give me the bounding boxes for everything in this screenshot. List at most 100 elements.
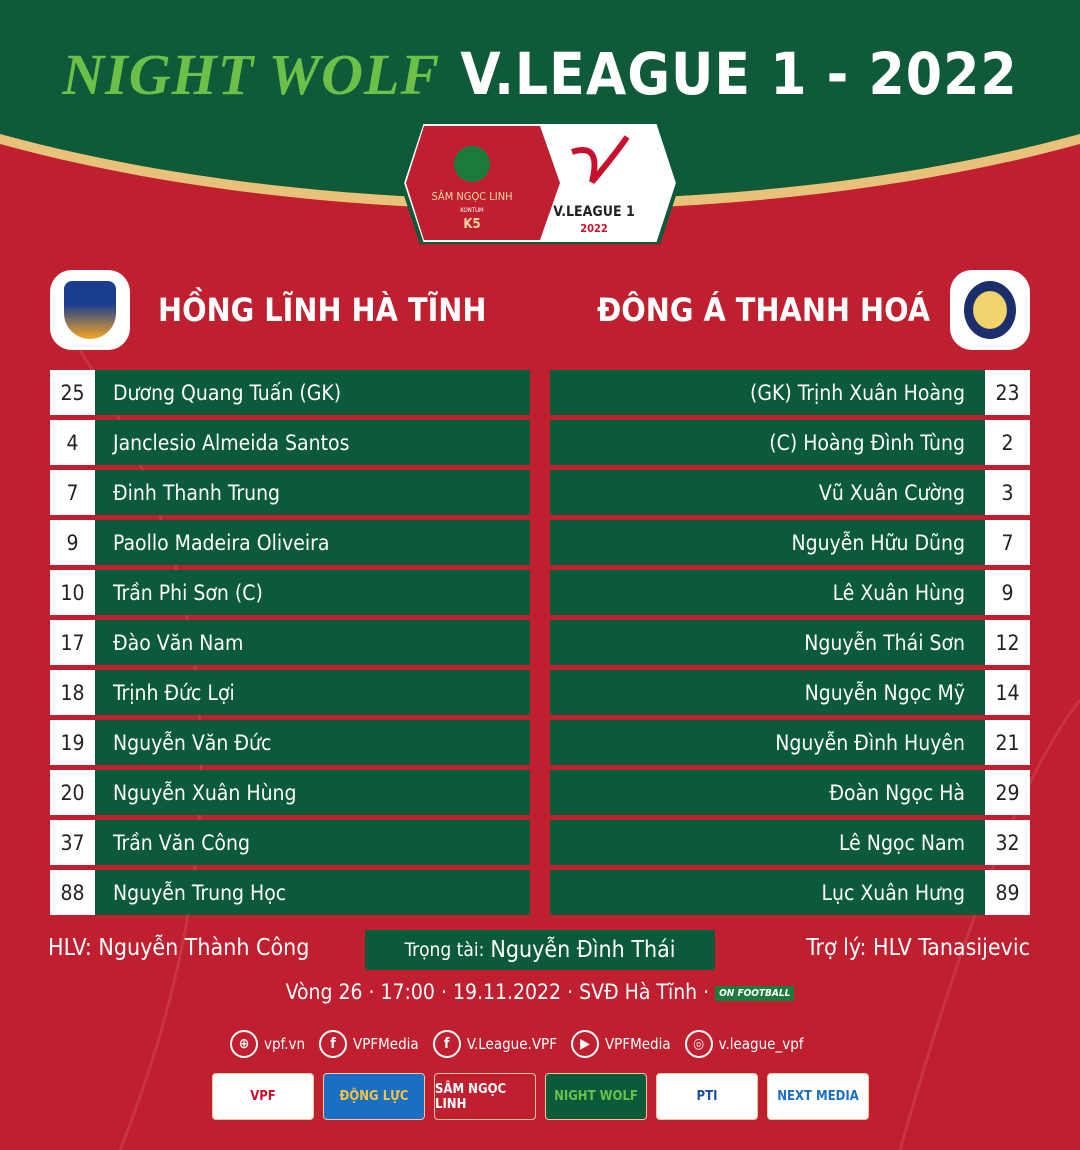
svg-text:SÂM NGỌC LINH: SÂM NGỌC LINH [431,190,512,203]
player-name: Trịnh Đức Lợi [95,670,530,715]
player-name: Lê Ngọc Nam [550,820,985,865]
player-name: Nguyễn Trung Học [95,870,530,915]
sponsor-logo: PTI [656,1073,758,1120]
player-number: 25 [50,370,95,415]
player-number: 17 [50,620,95,665]
facebook-icon: f [319,1030,348,1058]
player-name: Janclesio Almeida Santos [95,420,530,465]
player-number: 10 [50,570,95,615]
player-name: (C) Hoàng Đình Tùng [550,420,985,465]
sponsor-logos: VPF ĐỘNG LỰC SÂM NGỌC LINH NIGHT WOLF PTI NEX… [212,1073,869,1120]
away-player-row: Lê Ngọc Nam 32 [550,820,1030,865]
home-player-row: 17 Đào Văn Nam [50,620,530,665]
player-number: 12 [985,620,1030,665]
player-name: Paollo Madeira Oliveira [95,520,530,565]
home-team-header: HỒNG LĨNH HÀ TĨNH [50,270,486,350]
facebook-icon: f [432,1030,461,1058]
player-number: 20 [50,770,95,815]
player-number: 32 [985,820,1030,865]
player-name: Đào Văn Nam [95,620,530,665]
player-name: Trần Phi Sơn (C) [95,570,530,615]
social-links: ⊕ vpf.vn f VPFMedia f V.League.VPF ▶ VPFMedia ◎ v… [230,1030,804,1058]
home-coach: HLV: Nguyễn Thành Công [48,935,310,961]
sponsor-logo: ĐỘNG LỰC [323,1073,425,1120]
player-number: 7 [50,470,95,515]
away-team-header: ĐÔNG Á THANH HOÁ [597,270,1030,350]
sponsor-logo: VPF [212,1073,314,1120]
away-player-row: Lục Xuân Hưng 89 [550,870,1030,915]
player-number: 18 [50,670,95,715]
svg-text:KONTUM: KONTUM [460,207,484,214]
instagram-icon: ◎ [684,1030,713,1058]
home-player-row: 18 Trịnh Đức Lợi [50,670,530,715]
sponsor-logo: NIGHT WOLF [545,1073,647,1120]
away-player-row: Nguyễn Thái Sơn 12 [550,620,1030,665]
player-number: 23 [985,370,1030,415]
player-number: 29 [985,770,1030,815]
social-link[interactable]: f VPFMedia [319,1030,419,1058]
player-number: 4 [50,420,95,465]
player-name: Lục Xuân Hưng [550,870,985,915]
svg-text:K5: K5 [463,217,480,232]
match-info: Vòng 26 · 17:00 · 19.11.2022 · SVĐ Hà Tĩ… [0,980,1080,1004]
svg-text:2022: 2022 [580,222,608,235]
social-link[interactable]: f V.League.VPF [432,1030,557,1058]
home-team-name: HỒNG LĨNH HÀ TĨNH [158,291,487,329]
away-team-name: ĐÔNG Á THANH HOÁ [597,291,930,329]
home-player-row: 4 Janclesio Almeida Santos [50,420,530,465]
player-name: Dương Quang Tuấn (GK) [95,370,530,415]
player-number: 37 [50,820,95,865]
player-name: Lê Xuân Hùng [550,570,985,615]
player-number: 9 [50,520,95,565]
player-name: Nguyễn Thái Sơn [550,620,985,665]
away-player-row: Nguyễn Đình Huyên 21 [550,720,1030,765]
player-name: Trần Văn Công [95,820,530,865]
away-player-row: Lê Xuân Hùng 9 [550,570,1030,615]
player-name: Nguyễn Văn Đức [95,720,530,765]
away-player-row: Nguyễn Ngọc Mỹ 14 [550,670,1030,715]
player-number: 14 [985,670,1030,715]
player-name: (GK) Trịnh Xuân Hoàng [550,370,985,415]
home-player-row: 10 Trần Phi Sơn (C) [50,570,530,615]
away-player-row: Vũ Xuân Cường 3 [550,470,1030,515]
player-number: 21 [985,720,1030,765]
player-name: Nguyễn Hữu Dũng [550,520,985,565]
player-number: 9 [985,570,1030,615]
globe-icon: ⊕ [230,1030,258,1058]
away-player-row: (C) Hoàng Đình Tùng 2 [550,420,1030,465]
social-link[interactable]: ▶ VPFMedia [570,1030,671,1058]
player-number: 88 [50,870,95,915]
broadcaster-logo: ON FOOTBALL [715,985,795,1001]
social-link[interactable]: ◎ v.league_vpf [684,1030,804,1058]
home-player-row: 19 Nguyễn Văn Đức [50,720,530,765]
sponsor-logo: NEXT MEDIA [767,1073,869,1120]
player-name: Vũ Xuân Cường [550,470,985,515]
social-link[interactable]: ⊕ vpf.vn [230,1030,305,1058]
away-player-row: Đoàn Ngọc Hà 29 [550,770,1030,815]
away-player-row: (GK) Trịnh Xuân Hoàng 23 [550,370,1030,415]
player-number: 19 [50,720,95,765]
player-number: 7 [985,520,1030,565]
home-player-row: 7 Đinh Thanh Trung [50,470,530,515]
player-number: 2 [985,420,1030,465]
home-player-row: 20 Nguyễn Xuân Hùng [50,770,530,815]
home-player-row: 88 Nguyễn Trung Học [50,870,530,915]
player-name: Nguyễn Đình Huyên [550,720,985,765]
away-player-row: Nguyễn Hữu Dũng 7 [550,520,1030,565]
home-player-row: 37 Trần Văn Công [50,820,530,865]
home-player-row: 9 Paollo Madeira Oliveira [50,520,530,565]
home-team-crest [50,270,130,350]
sponsor-logo: SÂM NGỌC LINH [434,1073,536,1120]
referee-box: Trọng tài: Nguyễn Đình Thái [365,930,715,970]
page-title: NIGHT WOLF V.LEAGUE 1 - 2022 [62,40,1018,108]
away-coach: Trợ lý: HLV Tanasijevic [806,935,1030,961]
league-badge: SÂM NGỌC LINH KONTUM K5 V.LEAGUE 1 2022 [402,122,678,244]
away-team-crest [950,270,1030,350]
youtube-icon: ▶ [570,1030,599,1058]
player-number: 3 [985,470,1030,515]
player-name: Đoàn Ngọc Hà [550,770,985,815]
player-name: Nguyễn Ngọc Mỹ [550,670,985,715]
player-number: 89 [985,870,1030,915]
player-name: Đinh Thanh Trung [95,470,530,515]
